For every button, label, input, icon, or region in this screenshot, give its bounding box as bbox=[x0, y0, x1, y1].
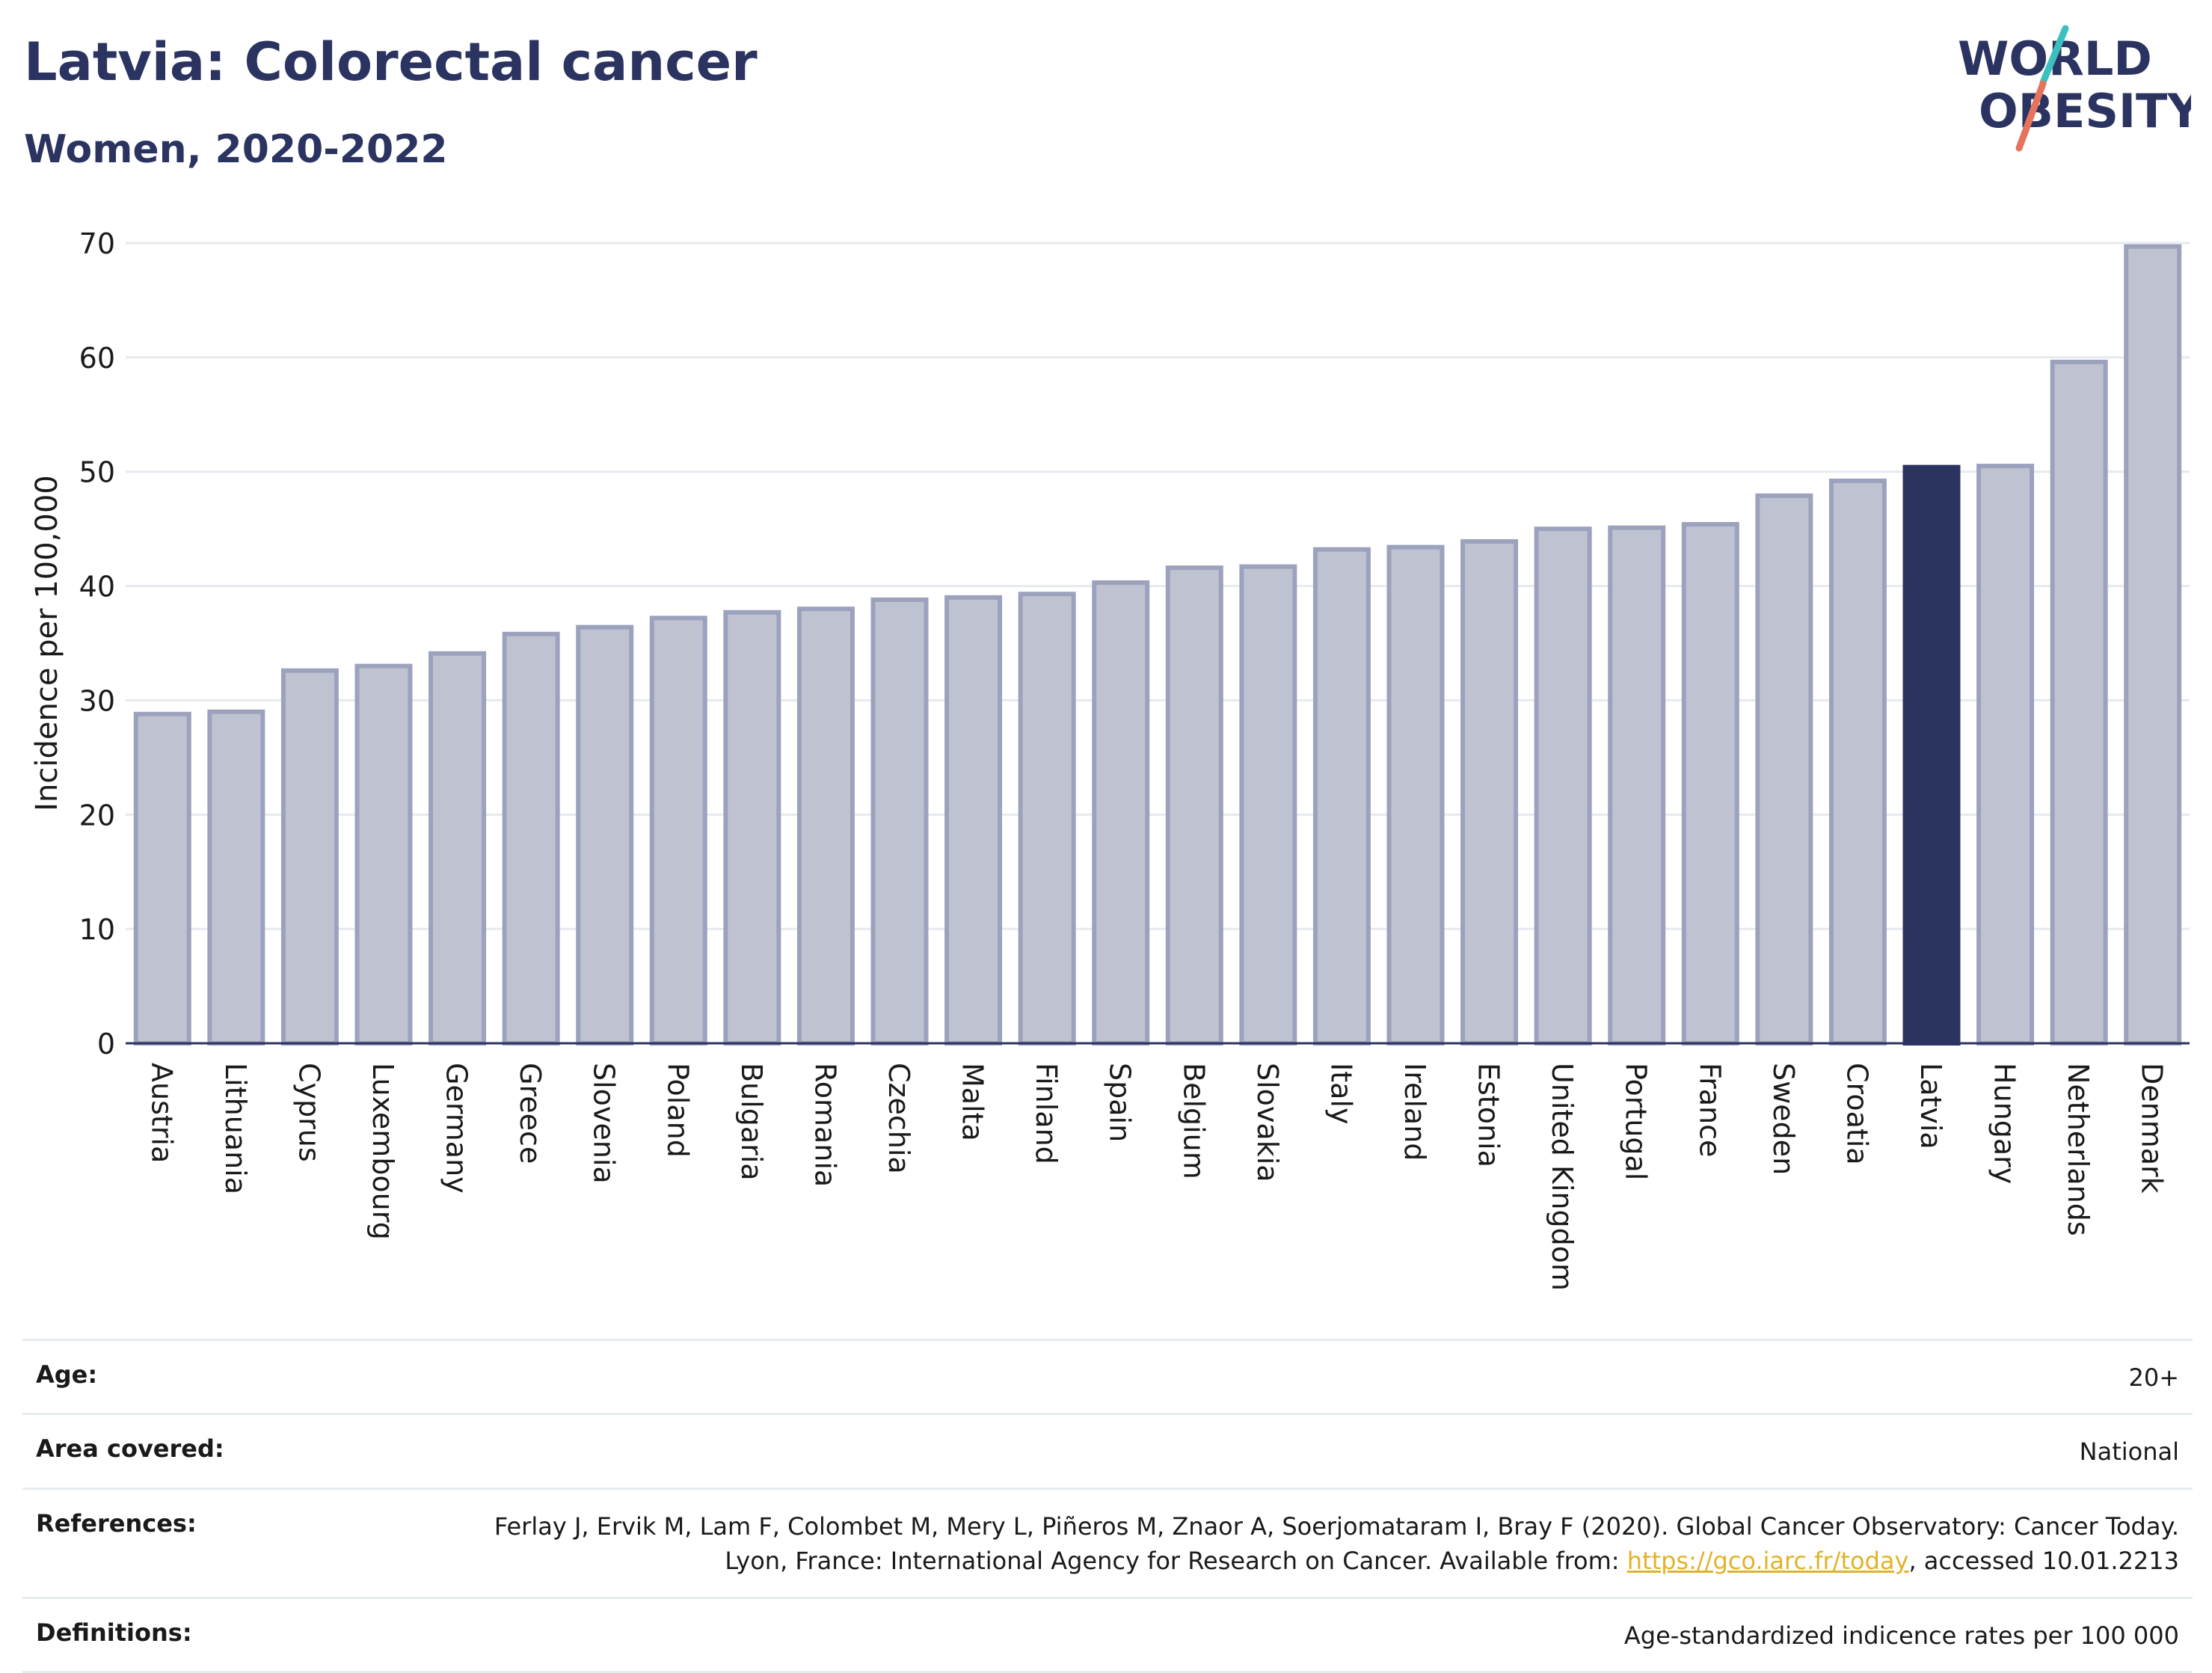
bar-slovakia bbox=[1239, 564, 1297, 1046]
bar-chart: 0 10 20 30 40 50 60 70 Austria Lithuania Cyprus Lu… bbox=[30, 227, 2190, 1291]
references-accessed: , accessed 10.01.2213 bbox=[1908, 1547, 2179, 1576]
y-axis-ticks: 0 10 20 30 40 50 60 70 bbox=[79, 227, 115, 1060]
x-tick-label: Croatia bbox=[1840, 1063, 1873, 1165]
bar-germany bbox=[428, 651, 487, 1046]
x-tick-label: Italy bbox=[1324, 1063, 1357, 1124]
bar-sweden bbox=[1755, 493, 1813, 1046]
bar-hungary bbox=[1976, 464, 2035, 1046]
logo-text-obesity: OBESITY bbox=[1979, 84, 2191, 138]
references-link[interactable]: https://gco.iarc.fr/today bbox=[1626, 1547, 1909, 1576]
x-tick-label: Slovakia bbox=[1251, 1063, 1284, 1182]
info-row-definitions: Definitions: Age-standardized indicence … bbox=[22, 1596, 2193, 1673]
x-tick-label: Luxembourg bbox=[366, 1063, 399, 1240]
x-tick-label: United Kingdom bbox=[1546, 1063, 1579, 1291]
bar-cyprus bbox=[280, 668, 339, 1046]
logo-slash-teal bbox=[2039, 25, 2069, 86]
bar-portugal bbox=[1608, 525, 1666, 1046]
x-tick-label: Netherlands bbox=[2062, 1063, 2095, 1236]
info-row-age: Age: 20+ bbox=[22, 1339, 2193, 1413]
x-tick-label: Lithuania bbox=[219, 1063, 252, 1194]
x-tick-label: Germany bbox=[440, 1063, 473, 1194]
bar-united-kingdom bbox=[1534, 527, 1592, 1046]
definitions-label: Definitions: bbox=[36, 1618, 192, 1647]
x-tick-label: Slovenia bbox=[588, 1063, 621, 1184]
world-obesity-logo: WORLD OBESITY bbox=[1958, 25, 2191, 152]
bar-netherlands bbox=[2050, 359, 2108, 1046]
info-table: Age: 20+ Area covered: National Referenc… bbox=[22, 1339, 2193, 1673]
x-tick-label: Bulgaria bbox=[735, 1063, 768, 1181]
x-tick-label: Estonia bbox=[1472, 1063, 1505, 1167]
bar-croatia bbox=[1828, 478, 1887, 1046]
y-tick-label: 60 bbox=[79, 342, 115, 375]
bars bbox=[133, 244, 2182, 1046]
bar-czechia bbox=[870, 597, 929, 1046]
x-axis-ticks: Austria Lithuania Cyprus Luxembourg Germany G… bbox=[145, 1063, 2168, 1291]
bar-denmark bbox=[2124, 244, 2182, 1046]
y-tick-label: 50 bbox=[79, 456, 115, 489]
x-tick-label: Denmark bbox=[2136, 1063, 2169, 1194]
bar-luxembourg bbox=[354, 663, 413, 1046]
page-subtitle: Women, 2020-2022 bbox=[24, 127, 448, 172]
bar-ireland bbox=[1386, 544, 1445, 1046]
x-tick-label: Belgium bbox=[1177, 1063, 1210, 1179]
y-axis-label: Incidence per 100,000 bbox=[30, 475, 64, 811]
x-tick-label: Czechia bbox=[882, 1063, 915, 1174]
definitions-value: Age-standardized indicence rates per 100… bbox=[1623, 1621, 2179, 1650]
x-tick-label: Cyprus bbox=[292, 1063, 325, 1162]
info-row-references: References: Ferlay J, Ervik M, Lam F, Co… bbox=[22, 1487, 2193, 1597]
bar-italy bbox=[1312, 547, 1371, 1046]
area-value: National bbox=[2079, 1437, 2179, 1467]
x-tick-label: Romania bbox=[808, 1063, 841, 1187]
bar-malta bbox=[944, 595, 1003, 1046]
bar-slovenia bbox=[576, 624, 634, 1046]
y-tick-label: 0 bbox=[97, 1028, 115, 1060]
y-tick-label: 20 bbox=[79, 799, 115, 832]
age-label: Age: bbox=[36, 1360, 98, 1389]
y-tick-label: 10 bbox=[79, 913, 115, 946]
x-tick-label: Ireland bbox=[1398, 1063, 1431, 1161]
bar-spain bbox=[1092, 580, 1150, 1046]
x-tick-label: Poland bbox=[661, 1063, 694, 1158]
references-text: Ferlay J, Ervik M, Lam F, Colombet M, Me… bbox=[494, 1511, 2179, 1576]
bar-bulgaria bbox=[723, 610, 781, 1046]
bar-lithuania bbox=[207, 709, 265, 1046]
logo-slash-coral bbox=[2015, 80, 2047, 152]
references-label: References: bbox=[36, 1508, 197, 1538]
x-tick-label: Spain bbox=[1104, 1063, 1137, 1142]
info-row-area: Area covered: National bbox=[22, 1413, 2193, 1487]
x-tick-label: Malta bbox=[956, 1063, 989, 1141]
page-title: Latvia: Colorectal cancer bbox=[24, 31, 758, 93]
y-tick-label: 40 bbox=[79, 571, 115, 604]
references-value: Ferlay J, Ervik M, Lam F, Colombet M, Me… bbox=[459, 1509, 2179, 1579]
x-tick-label: France bbox=[1693, 1063, 1726, 1157]
bar-austria bbox=[133, 711, 191, 1046]
age-value: 20+ bbox=[2128, 1363, 2179, 1392]
bar-romania bbox=[796, 607, 855, 1046]
bar-belgium bbox=[1165, 565, 1223, 1046]
bar-poland bbox=[649, 616, 707, 1046]
y-tick-label: 70 bbox=[79, 227, 115, 260]
bar-estonia bbox=[1460, 538, 1519, 1046]
x-tick-label: Hungary bbox=[1988, 1063, 2021, 1184]
bar-france bbox=[1681, 522, 1739, 1046]
x-tick-label: Portugal bbox=[1620, 1063, 1653, 1180]
x-tick-label: Greece bbox=[514, 1063, 547, 1164]
x-tick-label: Sweden bbox=[1767, 1063, 1800, 1175]
bar-greece bbox=[502, 631, 560, 1046]
y-tick-label: 30 bbox=[79, 684, 115, 717]
x-tick-label: Austria bbox=[145, 1063, 178, 1163]
bar-latvia bbox=[1902, 464, 1961, 1046]
x-tick-label: Latvia bbox=[1914, 1063, 1947, 1149]
x-tick-label: Finland bbox=[1030, 1063, 1063, 1164]
bar-finland bbox=[1018, 592, 1076, 1046]
area-label: Area covered: bbox=[36, 1434, 224, 1464]
